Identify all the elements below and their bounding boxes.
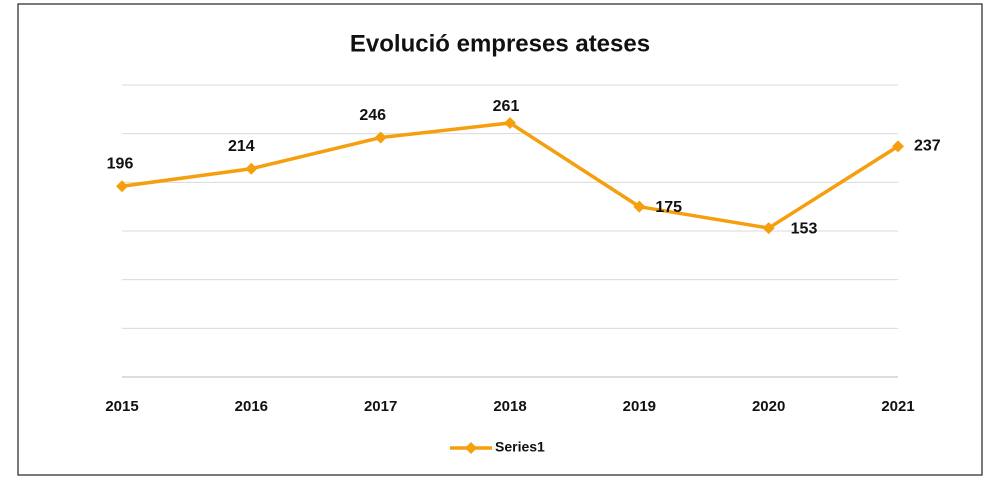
x-tick-label: 2021 [881, 398, 914, 415]
legend-marker [465, 442, 477, 454]
point-marker [762, 222, 775, 235]
legend-label: Series1 [495, 439, 545, 455]
data-label: 153 [791, 220, 818, 237]
point-marker [374, 131, 387, 144]
data-label: 175 [655, 199, 682, 216]
chart-title: Evolució empreses ateses [350, 30, 650, 57]
point-marker [892, 140, 904, 153]
point-marker [504, 116, 516, 129]
x-tick-label: 2016 [235, 398, 268, 415]
x-tick-label: 2020 [752, 398, 785, 415]
data-label: 196 [107, 155, 134, 172]
x-tick-label: 2018 [493, 398, 526, 415]
chart-border [17, 3, 983, 476]
data-label: 246 [359, 107, 386, 124]
point-marker [245, 162, 258, 175]
x-tick-label: 2015 [105, 398, 138, 415]
x-tick-label: 2019 [623, 398, 656, 415]
x-tick-label: 2017 [364, 398, 397, 415]
point-marker [633, 200, 646, 213]
point-marker [116, 180, 128, 193]
data-label: 237 [914, 138, 941, 155]
data-label: 214 [228, 138, 255, 155]
data-label: 261 [493, 98, 520, 115]
